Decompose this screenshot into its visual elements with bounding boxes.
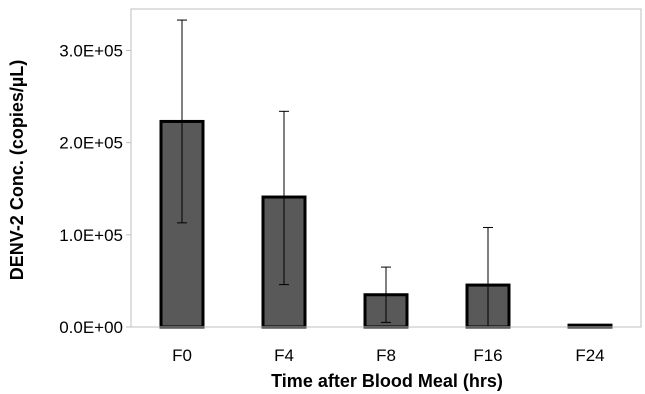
x-axis-title: Time after Blood Meal (hrs) — [271, 371, 503, 391]
y-axis-title: DENV-2 Conc. (copies/µL) — [7, 60, 27, 280]
y-tick-label: 0.0E+00 — [59, 318, 123, 337]
x-tick-label: F8 — [376, 346, 396, 365]
y-tick-label: 2.0E+05 — [59, 134, 123, 153]
x-tick-label: F4 — [274, 346, 294, 365]
y-tick-label: 3.0E+05 — [59, 41, 123, 60]
y-axis: 0.0E+00 1.0E+05 2.0E+05 3.0E+05 — [59, 41, 131, 337]
x-tick-label: F16 — [473, 346, 502, 365]
error-bars — [177, 19, 493, 327]
x-tick-label: F0 — [172, 346, 192, 365]
y-tick-label: 1.0E+05 — [59, 226, 123, 245]
x-axis: F0 F4 F8 F16 F24 — [172, 346, 605, 365]
x-tick-label: F24 — [575, 346, 604, 365]
